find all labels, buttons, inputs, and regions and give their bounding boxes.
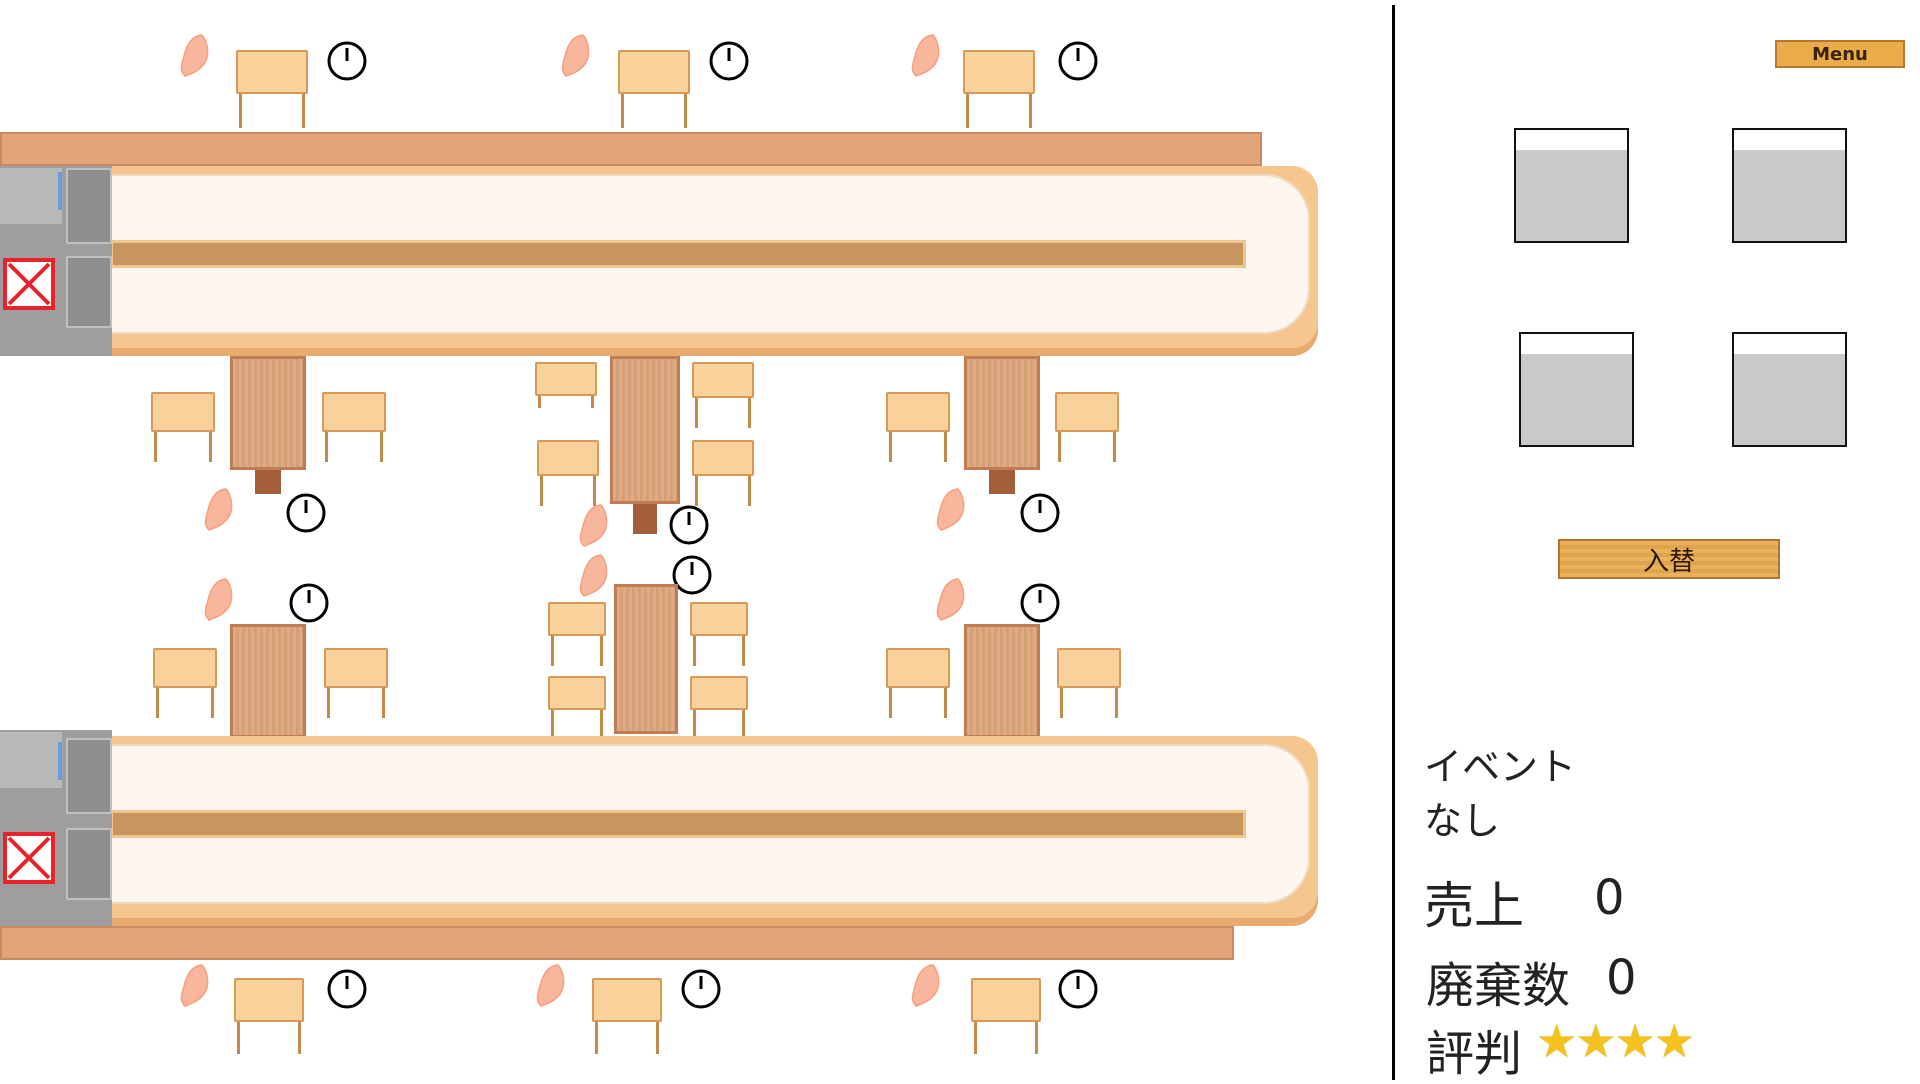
seat-icon[interactable] bbox=[932, 486, 970, 532]
table[interactable] bbox=[964, 356, 1040, 470]
chair[interactable] bbox=[692, 440, 754, 506]
seat-icon[interactable] bbox=[932, 576, 970, 622]
panel-divider bbox=[1392, 5, 1395, 1080]
chair[interactable] bbox=[535, 362, 597, 408]
chair[interactable] bbox=[153, 648, 217, 718]
seat-icon[interactable] bbox=[907, 962, 945, 1008]
sales-value: 0 bbox=[1594, 870, 1625, 926]
chair[interactable] bbox=[692, 362, 754, 428]
restaurant-floor bbox=[0, 32, 1318, 1054]
reputation-label: 評判 bbox=[1426, 1026, 1523, 1082]
seat-icon[interactable] bbox=[200, 486, 238, 532]
chair[interactable] bbox=[236, 50, 308, 128]
table-stand bbox=[633, 504, 657, 534]
clock-icon bbox=[1020, 583, 1060, 623]
clock-icon bbox=[1058, 969, 1098, 1009]
seat-icon[interactable] bbox=[176, 32, 214, 78]
clock-icon bbox=[289, 583, 329, 623]
conveyor-rail-top bbox=[110, 240, 1246, 268]
counter-bottom bbox=[0, 926, 1234, 960]
seat-icon[interactable] bbox=[200, 576, 238, 622]
clock-icon bbox=[669, 505, 709, 545]
chair[interactable] bbox=[971, 978, 1041, 1054]
table[interactable] bbox=[230, 624, 306, 738]
chair[interactable] bbox=[324, 648, 388, 718]
chair[interactable] bbox=[234, 978, 304, 1054]
chair[interactable] bbox=[1055, 392, 1119, 462]
swap-button[interactable]: 入替 bbox=[1558, 539, 1780, 579]
chair[interactable] bbox=[548, 676, 606, 736]
clock-icon bbox=[286, 493, 326, 533]
table-stand bbox=[989, 470, 1015, 494]
chair[interactable] bbox=[548, 602, 606, 666]
sales-label: 売上 bbox=[1424, 877, 1524, 935]
chair[interactable] bbox=[151, 392, 215, 462]
clock-icon bbox=[681, 969, 721, 1009]
waste-value: 0 bbox=[1606, 950, 1637, 1006]
kitchen-station-bottom bbox=[0, 730, 112, 926]
seat-icon[interactable] bbox=[557, 32, 595, 78]
chair[interactable] bbox=[1057, 648, 1121, 718]
table-stand bbox=[255, 470, 281, 494]
clock-icon bbox=[327, 41, 367, 81]
inventory-slot-2[interactable] bbox=[1732, 128, 1847, 243]
chair[interactable] bbox=[592, 978, 662, 1054]
inventory-slot-4[interactable] bbox=[1732, 332, 1847, 447]
seat-icon[interactable] bbox=[176, 962, 214, 1008]
chair[interactable] bbox=[963, 50, 1035, 128]
seat-icon[interactable] bbox=[532, 962, 570, 1008]
chair[interactable] bbox=[690, 602, 748, 666]
chair[interactable] bbox=[690, 676, 748, 736]
table[interactable] bbox=[964, 624, 1040, 738]
clock-icon bbox=[1058, 41, 1098, 81]
event-value: なし bbox=[1424, 799, 1501, 843]
kitchen-station-top bbox=[0, 166, 112, 356]
table[interactable] bbox=[610, 356, 680, 504]
inventory-slot-3[interactable] bbox=[1519, 332, 1634, 447]
counter-top bbox=[0, 132, 1262, 166]
menu-button[interactable]: Menu bbox=[1775, 40, 1905, 68]
seat-icon[interactable] bbox=[575, 502, 613, 548]
chair[interactable] bbox=[886, 648, 950, 718]
clock-icon bbox=[709, 41, 749, 81]
table[interactable] bbox=[230, 356, 306, 470]
chair[interactable] bbox=[618, 50, 690, 128]
seat-icon[interactable] bbox=[575, 552, 613, 598]
event-label: イベント bbox=[1424, 745, 1577, 789]
star-icon: ★★★★ bbox=[1536, 1014, 1695, 1068]
chair[interactable] bbox=[322, 392, 386, 462]
disabled-x-icon[interactable] bbox=[3, 258, 55, 310]
clock-icon bbox=[672, 555, 712, 595]
chair[interactable] bbox=[537, 440, 599, 506]
chair[interactable] bbox=[886, 392, 950, 462]
seat-icon[interactable] bbox=[907, 32, 945, 78]
disabled-x-icon[interactable] bbox=[3, 832, 55, 884]
inventory-slot-1[interactable] bbox=[1514, 128, 1629, 243]
conveyor-rail-bottom bbox=[110, 810, 1246, 838]
waste-label: 廃棄数 bbox=[1426, 958, 1571, 1014]
clock-icon bbox=[1020, 493, 1060, 533]
clock-icon bbox=[327, 969, 367, 1009]
table[interactable] bbox=[614, 584, 678, 734]
